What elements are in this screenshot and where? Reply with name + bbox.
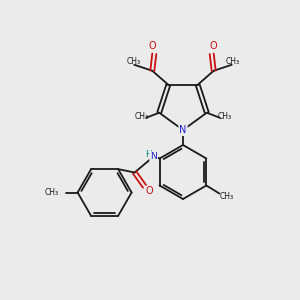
Text: CH₃: CH₃ bbox=[134, 112, 148, 121]
Text: CH₃: CH₃ bbox=[226, 57, 240, 66]
Text: N: N bbox=[179, 125, 187, 135]
Text: CH₃: CH₃ bbox=[219, 192, 233, 201]
Text: CH₃: CH₃ bbox=[44, 188, 58, 197]
Text: O: O bbox=[148, 41, 156, 51]
Text: O: O bbox=[146, 187, 153, 196]
Text: H: H bbox=[145, 150, 152, 159]
Text: O: O bbox=[210, 41, 218, 51]
Text: CH₃: CH₃ bbox=[126, 57, 140, 66]
Text: N: N bbox=[150, 152, 157, 161]
Text: CH₃: CH₃ bbox=[218, 112, 232, 121]
